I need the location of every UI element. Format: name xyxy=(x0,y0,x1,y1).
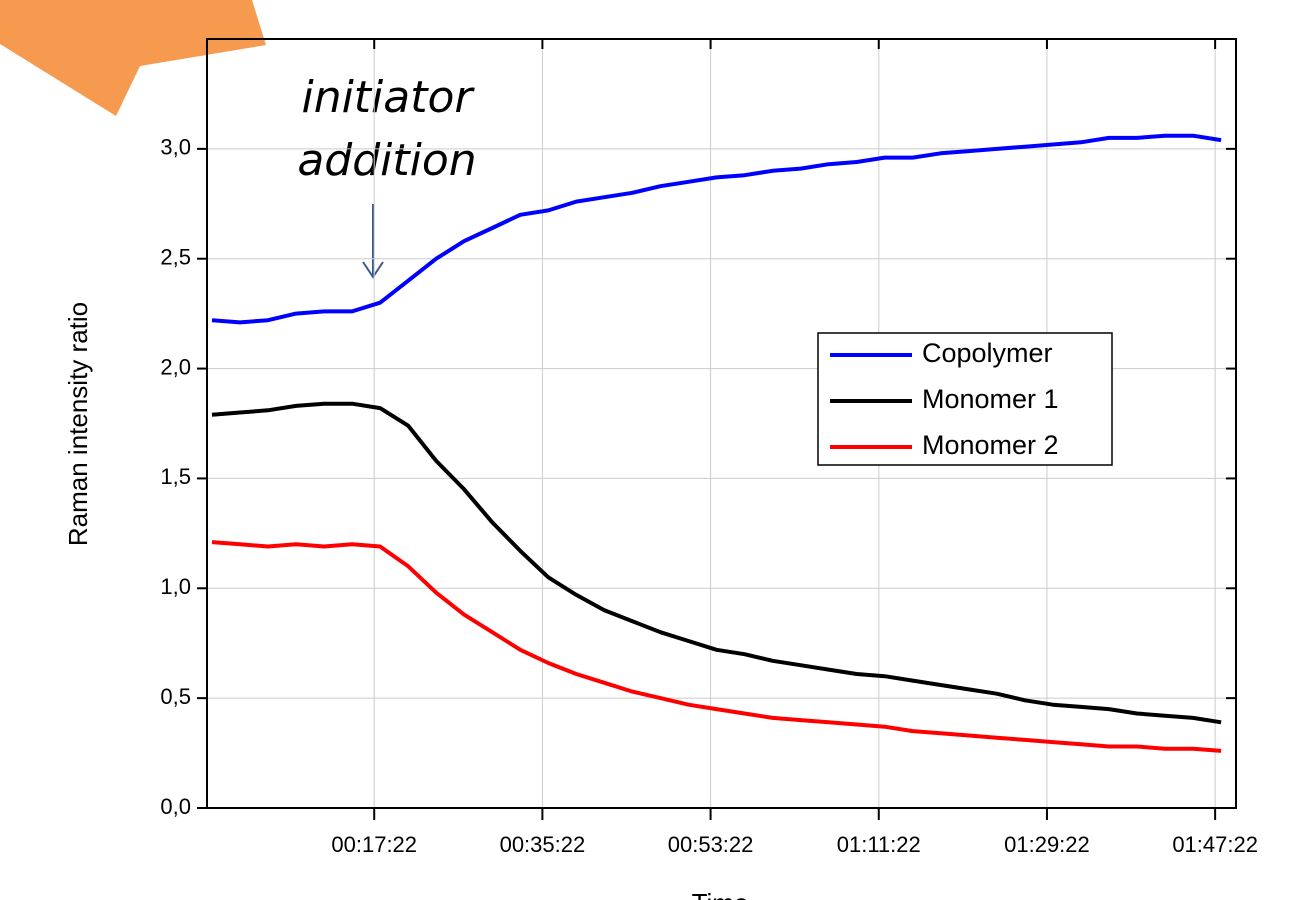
y-tick-label: 3,0 xyxy=(160,135,191,160)
legend-label: Copolymer xyxy=(922,338,1053,368)
y-tick-label: 2,0 xyxy=(160,354,191,379)
y-axis-label: Raman intensity ratio xyxy=(63,302,93,546)
y-tick-label: 1,5 xyxy=(160,464,191,489)
chart: initiator addition Time Raman intensity … xyxy=(0,0,1301,900)
annotation-arrow xyxy=(363,204,383,277)
series-line xyxy=(212,542,1221,751)
legend-label: Monomer 2 xyxy=(922,430,1059,460)
x-tick-label: 00:35:22 xyxy=(500,832,586,857)
x-tick-label: 00:53:22 xyxy=(668,832,754,857)
y-tick-label: 1,0 xyxy=(160,574,191,599)
x-tick-label: 01:11:22 xyxy=(837,832,921,857)
annotation: addition xyxy=(297,135,476,186)
y-tick-label: 0,5 xyxy=(160,684,191,709)
x-tick-label: 01:47:22 xyxy=(1172,832,1258,857)
legend-label: Monomer 1 xyxy=(922,384,1059,414)
x-axis-label: Time xyxy=(692,888,749,900)
decorative-arrow xyxy=(0,0,266,116)
annotation: initiator xyxy=(301,72,475,123)
y-tick-label: 0,0 xyxy=(160,794,191,819)
page: initiator addition Time Raman intensity … xyxy=(0,0,1301,900)
x-tick-label: 01:29:22 xyxy=(1004,832,1090,857)
x-tick-label: 00:17:22 xyxy=(331,832,417,857)
y-tick-label: 2,5 xyxy=(160,245,191,270)
